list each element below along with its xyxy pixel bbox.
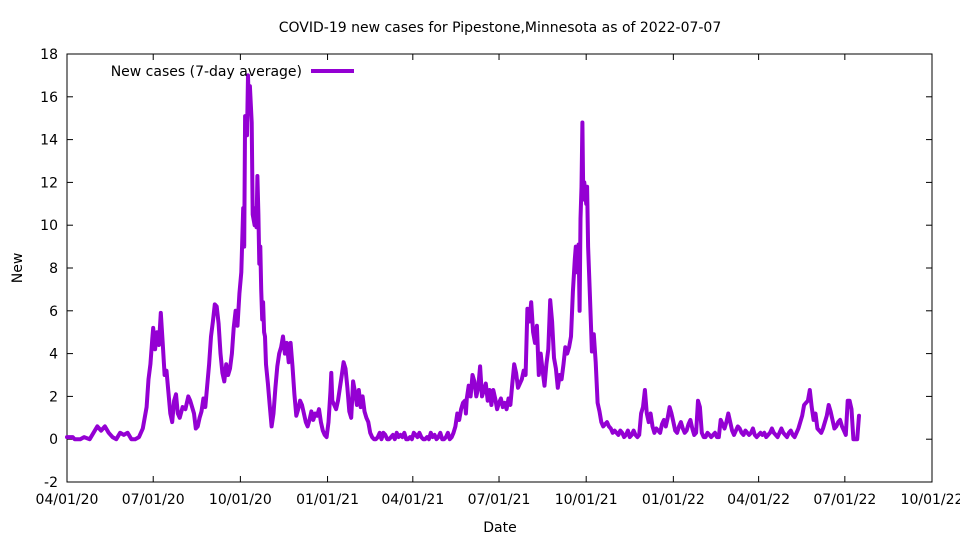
y-tick-label: 2	[49, 389, 58, 405]
x-tick-label: 10/01/22	[901, 492, 960, 508]
y-tick-label: 6	[49, 304, 58, 320]
series-line	[65, 73, 861, 442]
x-tick-label: 07/01/21	[468, 492, 531, 508]
x-axis-label: Date	[483, 520, 516, 536]
y-tick-label: 18	[40, 47, 58, 63]
x-tick-label: 04/01/21	[381, 492, 444, 508]
y-tick-label: 10	[40, 218, 58, 234]
y-tick-label: 4	[49, 347, 58, 363]
y-tick-label: 16	[40, 90, 58, 106]
x-tick-label: 07/01/20	[122, 492, 185, 508]
chart-title: COVID-19 new cases for Pipestone,Minneso…	[279, 20, 722, 36]
x-tick-label: 10/01/20	[209, 492, 272, 508]
x-axis: 04/01/20 07/01/20 10/01/20 01/01/21 04/01/21…	[36, 54, 960, 508]
y-tick-label: -2	[44, 475, 58, 491]
legend: New cases (7-day average)	[111, 64, 354, 80]
y-tick-label: 12	[40, 175, 58, 191]
y-axis: -2 0 2 4 6 8 10 12 14 16 18	[40, 47, 932, 491]
y-tick-label: 14	[40, 133, 58, 149]
x-tick-label: 10/01/21	[555, 492, 618, 508]
series-layer	[65, 73, 861, 442]
x-tick-label: 01/01/21	[296, 492, 359, 508]
legend-label: New cases (7-day average)	[111, 64, 302, 80]
y-tick-label: 0	[49, 432, 58, 448]
x-tick-label: 07/01/22	[813, 492, 876, 508]
y-tick-label: 8	[49, 261, 58, 277]
y-axis-label: New	[10, 253, 26, 284]
x-tick-label: 04/01/22	[727, 492, 790, 508]
x-tick-label: 01/01/22	[642, 492, 705, 508]
x-tick-label: 04/01/20	[36, 492, 99, 508]
